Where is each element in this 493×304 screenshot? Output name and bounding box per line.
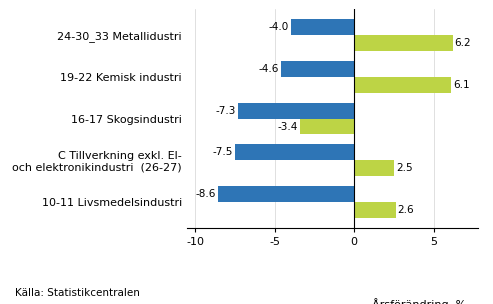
Bar (281, 61, 354, 77)
Bar (235, 144, 354, 161)
Bar (354, 35, 453, 51)
Text: 2.6: 2.6 (397, 205, 414, 215)
Text: -4.6: -4.6 (259, 64, 279, 74)
Text: -7.3: -7.3 (216, 105, 236, 116)
Text: Källa: Statistikcentralen: Källa: Statistikcentralen (15, 288, 140, 298)
Bar (238, 103, 354, 119)
Bar (291, 19, 354, 35)
Text: -4.0: -4.0 (269, 22, 289, 32)
Legend: 04/2020-06/2020, 04/2019-06/2019: 04/2020-06/2020, 04/2019-06/2019 (364, 298, 473, 304)
Bar (354, 202, 395, 218)
Text: -3.4: -3.4 (278, 122, 298, 132)
Text: 2.5: 2.5 (396, 163, 413, 173)
Bar (217, 186, 354, 202)
Bar (354, 77, 451, 93)
Text: -7.5: -7.5 (213, 147, 233, 157)
Bar (300, 119, 354, 134)
Text: 6.2: 6.2 (455, 38, 471, 48)
Text: -8.6: -8.6 (195, 189, 215, 199)
Text: 6.1: 6.1 (453, 80, 470, 90)
Bar (354, 161, 394, 176)
